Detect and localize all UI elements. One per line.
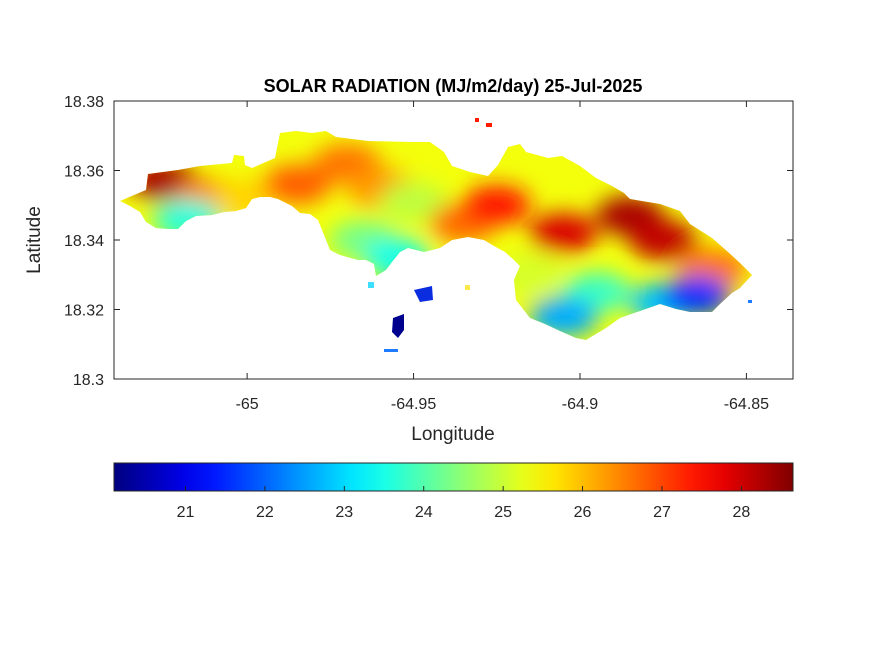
colorbar [113, 462, 794, 492]
y-tick-label-1: 18.32 [64, 303, 104, 320]
x-tick-label-3: -64.85 [724, 396, 769, 413]
heat-region-11 [462, 185, 531, 226]
colorbar-tick-label-3: 24 [415, 504, 433, 521]
x-tick-label-2: -64.9 [562, 396, 599, 413]
y-tick-label-2: 18.34 [64, 233, 104, 250]
heat-region-14 [629, 220, 698, 260]
colorbar-tick-label-1: 22 [256, 504, 274, 521]
colorbar-tick-label-2: 23 [335, 504, 353, 521]
colorbar-tick-label-6: 27 [653, 504, 671, 521]
x-axis-label: Longitude [411, 424, 494, 445]
x-tick-label-1: -64.95 [391, 396, 436, 413]
island-dot-6 [748, 300, 752, 303]
heat-region-19 [662, 275, 731, 316]
island-dot-4 [475, 118, 479, 122]
y-axis-label: Latitude [24, 206, 45, 274]
y-axis: 18.3 18.32 18.34 18.36 18.38 [64, 94, 793, 389]
island-south-navy [392, 314, 404, 338]
colorbar-ticks: 21 22 23 24 25 26 27 28 [177, 486, 750, 521]
heat-region-7 [379, 181, 448, 222]
island-dot-1 [384, 349, 398, 352]
island-dot-3 [465, 285, 470, 290]
heat-region-12 [529, 213, 598, 254]
island-south-blue [414, 286, 433, 302]
colorbar-tick-label-0: 21 [177, 504, 195, 521]
y-tick-label-3: 18.36 [64, 164, 104, 181]
island-dot-5 [486, 123, 492, 127]
colorbar-tick-label-4: 25 [494, 504, 512, 521]
x-tick-label-0: -65 [236, 396, 259, 413]
heat-region-4 [263, 164, 332, 205]
colorbar-tick-label-5: 26 [574, 504, 592, 521]
islands [368, 118, 752, 352]
chart-title: SOLAR RADIATION (MJ/m2/day) 25-Jul-2025 [264, 76, 643, 96]
colorbar-tick-label-7: 28 [732, 504, 750, 521]
y-tick-label-4: 18.38 [64, 94, 104, 111]
y-tick-label-0: 18.3 [73, 372, 104, 389]
island-dot-2 [368, 282, 374, 288]
x-axis: -65 -64.95 -64.9 -64.85 [236, 101, 769, 413]
